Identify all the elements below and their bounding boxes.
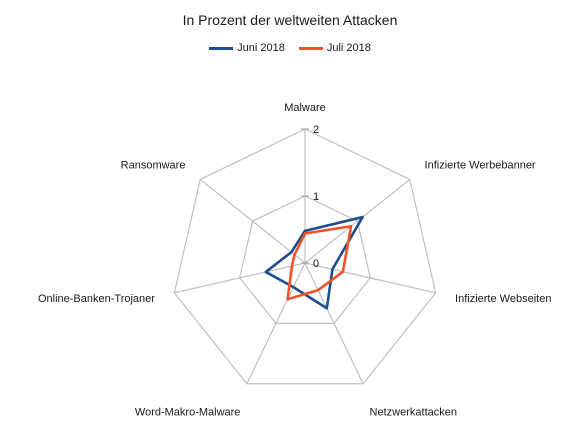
legend-swatch-juni bbox=[209, 46, 234, 50]
series-line-0 bbox=[264, 215, 364, 310]
tick-label-1: 1 bbox=[313, 191, 319, 203]
category-label-0: Malware bbox=[284, 102, 326, 114]
spoke-4 bbox=[246, 262, 306, 384]
category-label-1: Infizierte Werbebanner bbox=[425, 159, 536, 171]
legend-item-juni: Juni 2018 bbox=[209, 42, 285, 54]
legend-label-juli: Juli 2018 bbox=[326, 42, 371, 54]
category-label-4: Word-Makro-Malware bbox=[135, 406, 241, 418]
tick-label-2: 2 bbox=[313, 124, 319, 136]
category-label-3: Netzwerkattacken bbox=[370, 406, 457, 418]
tick-label-0: 0 bbox=[313, 258, 319, 270]
grid-ring-2 bbox=[173, 128, 437, 385]
spoke-2 bbox=[304, 262, 436, 294]
chart-title: In Prozent der weltweiten Attacken bbox=[182, 12, 398, 28]
spoke-5 bbox=[174, 262, 306, 294]
legend-swatch-juli bbox=[298, 46, 323, 50]
category-label-5: Online-Banken-Trojaner bbox=[38, 293, 155, 305]
category-label-6: Ransomware bbox=[121, 159, 186, 171]
spoke-6 bbox=[199, 178, 306, 264]
spoke-3 bbox=[304, 262, 364, 384]
legend: Juni 2018 Juli 2018 bbox=[0, 42, 580, 54]
series-line-1 bbox=[286, 224, 353, 301]
category-label-2: Infizierte Webseiten bbox=[455, 293, 551, 305]
grid-ring-1 bbox=[239, 195, 371, 324]
legend-label-juni: Juni 2018 bbox=[237, 42, 285, 54]
spoke-1 bbox=[304, 178, 411, 264]
legend-item-juli: Juli 2018 bbox=[298, 42, 371, 54]
